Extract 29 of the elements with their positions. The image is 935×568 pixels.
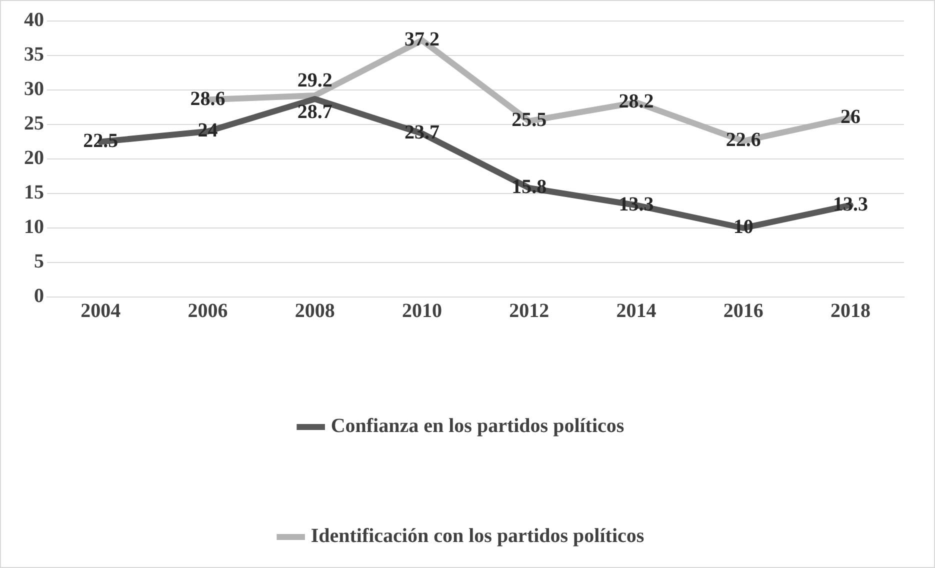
- data-label: 13.3: [832, 193, 868, 216]
- y-tick-label: 20: [24, 147, 44, 170]
- x-tick-label: 2012: [509, 300, 550, 322]
- y-tick-label: 15: [24, 182, 44, 204]
- x-tick-label: 2016: [723, 300, 764, 322]
- x-tick-label: 2006: [188, 300, 228, 322]
- x-tick-label: 2008: [294, 300, 335, 322]
- data-label: 28.7: [297, 101, 332, 124]
- y-tick-label: 35: [24, 44, 44, 66]
- legend-label: Identificación con los partidos políticos: [310, 525, 644, 548]
- data-label: 25.5: [512, 109, 547, 132]
- data-label: 28.6: [190, 88, 226, 110]
- y-tick-label: 25: [24, 112, 44, 135]
- x-tick-label: 2010: [402, 300, 442, 322]
- y-tick-label: 5: [34, 250, 44, 273]
- y-tick-label: 0: [34, 285, 44, 308]
- data-label: 22.6: [726, 129, 761, 152]
- data-label: 28.2: [618, 90, 654, 113]
- x-tick-label: 2014: [616, 300, 656, 322]
- x-tick-label: 2004: [80, 300, 121, 322]
- data-label: 26: [840, 106, 860, 128]
- data-label: 22.5: [83, 130, 118, 152]
- data-label: 37.2: [404, 28, 440, 50]
- x-tick-label: 2018: [830, 300, 870, 322]
- y-tick-label: 10: [24, 216, 44, 238]
- legend-label: Confianza en los partidos políticos: [330, 415, 624, 438]
- y-tick-label: 30: [24, 78, 44, 100]
- data-label: 29.2: [297, 70, 332, 92]
- y-tick-label: 40: [24, 9, 44, 32]
